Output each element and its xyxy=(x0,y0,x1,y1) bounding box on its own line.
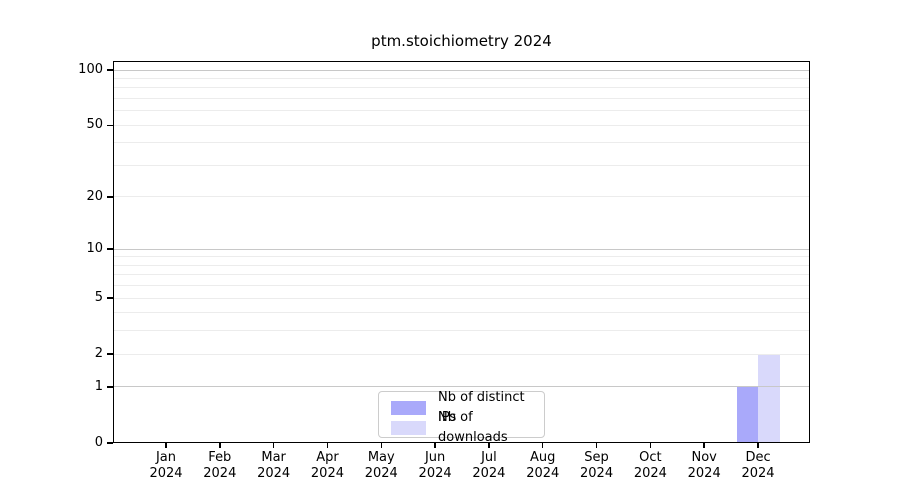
x-tick-label: Dec 2024 xyxy=(741,450,775,481)
x-tick-label: Jan 2024 xyxy=(149,450,183,481)
legend-swatch-downloads xyxy=(391,421,426,435)
x-tick-mark xyxy=(272,443,275,448)
x-tick-mark xyxy=(219,443,221,448)
y-gridline-minor xyxy=(113,98,810,100)
y-tick-mark xyxy=(107,124,113,127)
y-tick-label: 20 xyxy=(86,188,103,204)
legend-label-downloads: Nb of downloads xyxy=(438,410,508,445)
x-tick-mark xyxy=(649,443,652,448)
x-tick-mark xyxy=(488,443,490,448)
x-tick-label: Oct 2024 xyxy=(633,450,667,481)
y-gridline-minor xyxy=(113,196,810,198)
y-gridline-minor xyxy=(113,353,810,355)
y-tick-label: 100 xyxy=(78,62,103,78)
chart-title: ptm.stoichiometry 2024 xyxy=(371,32,552,50)
y-tick-mark xyxy=(107,248,113,250)
x-tick-mark xyxy=(703,443,705,448)
y-gridline-minor xyxy=(113,264,810,266)
y-gridline-minor xyxy=(113,330,810,332)
x-tick-label: Feb 2024 xyxy=(203,450,237,481)
x-tick-label: Aug 2024 xyxy=(526,450,560,481)
y-tick-label: 1 xyxy=(94,378,103,394)
x-tick-mark xyxy=(380,443,383,448)
x-tick-label: Sep 2024 xyxy=(580,450,614,481)
legend: Nb of distinct IPs Nb of downloads xyxy=(378,390,545,445)
legend-swatch-distinct-ips xyxy=(391,401,426,415)
y-gridline-minor xyxy=(113,124,810,126)
y-gridline-major xyxy=(113,386,810,388)
y-tick-mark xyxy=(107,297,113,299)
y-gridline-minor xyxy=(113,256,810,258)
y-gridline-minor xyxy=(113,77,810,79)
y-tick-label: 0 xyxy=(94,435,103,450)
y-tick-label: 50 xyxy=(86,117,103,133)
y-gridline-minor xyxy=(113,312,810,314)
bar-distinct-ips xyxy=(736,387,759,443)
bar-downloads xyxy=(758,354,780,443)
y-gridline-major xyxy=(113,248,810,250)
x-tick-mark xyxy=(326,443,329,448)
legend-item-distinct-ips: Nb of distinct IPs xyxy=(391,390,544,425)
x-tick-mark xyxy=(541,443,544,448)
y-gridline-minor xyxy=(113,274,810,276)
y-gridline-minor xyxy=(113,165,810,166)
x-tick-label: Mar 2024 xyxy=(257,450,291,481)
y-gridline-minor xyxy=(113,285,810,287)
y-tick-label: 2 xyxy=(94,346,103,362)
x-tick-label: Nov 2024 xyxy=(687,450,721,481)
y-tick-mark xyxy=(107,442,113,444)
y-tick-mark xyxy=(107,386,113,388)
x-tick-label: Jun 2024 xyxy=(418,450,452,481)
legend-item-downloads: Nb of downloads xyxy=(391,410,544,445)
x-tick-mark xyxy=(434,443,436,448)
y-gridline-major xyxy=(113,69,810,71)
x-tick-mark xyxy=(165,443,167,448)
y-tick-mark xyxy=(107,196,113,198)
x-tick-mark xyxy=(595,443,598,448)
plot-area: Nb of distinct IPs Nb of downloads 0 1 2 5 1… xyxy=(78,61,810,481)
y-gridline-minor xyxy=(113,110,810,112)
y-tick-mark xyxy=(107,69,113,71)
y-tick-label: 10 xyxy=(86,241,103,257)
x-tick-label: May 2024 xyxy=(364,450,398,481)
y-gridline-minor xyxy=(113,297,810,299)
y-tick-label: 5 xyxy=(94,290,103,306)
legend-label-distinct-ips: Nb of distinct IPs xyxy=(438,390,525,425)
x-tick-label: Jul 2024 xyxy=(472,450,506,481)
y-gridline-minor xyxy=(113,87,810,89)
y-tick-mark xyxy=(107,353,113,355)
x-tick-label: Apr 2024 xyxy=(310,450,344,481)
x-tick-mark xyxy=(757,443,759,448)
y-gridline-minor xyxy=(113,142,810,144)
